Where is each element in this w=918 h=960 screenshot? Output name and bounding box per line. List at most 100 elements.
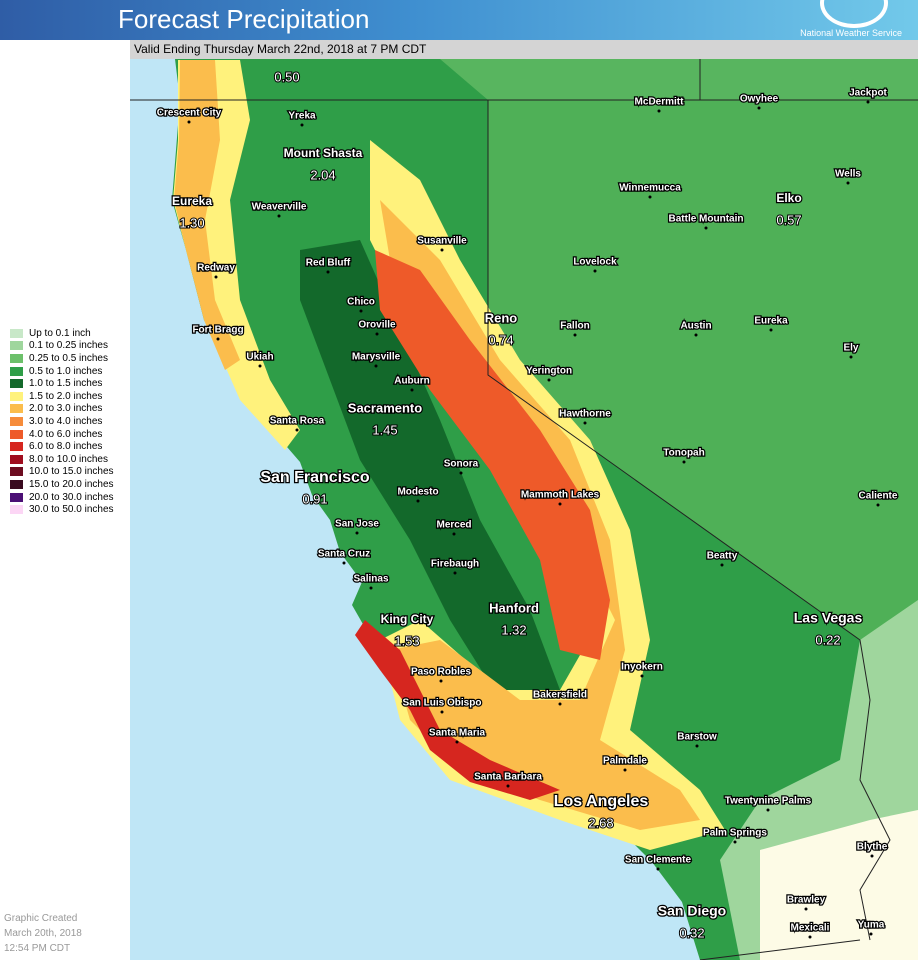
city-dot: [416, 499, 420, 503]
city-label: Wells: [835, 169, 861, 180]
city-label: Sacramento: [348, 400, 422, 415]
legend-item: 1.5 to 2.0 inches: [10, 390, 114, 403]
city-label: Lovelock: [573, 257, 617, 268]
city-label: Sonora: [444, 459, 479, 470]
legend-item: 15.0 to 20.0 inches: [10, 478, 114, 491]
precip-value: 1.32: [501, 622, 526, 637]
city-dot: [657, 109, 661, 113]
legend-label: 2.0 to 3.0 inches: [29, 403, 103, 415]
city-dot: [870, 854, 874, 858]
city-label: Mammoth Lakes: [521, 490, 600, 501]
title: Forecast Precipitation: [118, 4, 370, 34]
city-label: Battle Mountain: [669, 214, 744, 225]
legend-swatch: [10, 366, 23, 376]
city-dot: [295, 428, 299, 432]
city-dot: [804, 907, 808, 911]
city-label: Tonopah: [663, 448, 704, 459]
legend-swatch: [10, 467, 23, 477]
legend-label: 0.5 to 1.0 inches: [29, 365, 103, 377]
city-dot: [720, 563, 724, 567]
city-label: Firebaugh: [431, 559, 479, 570]
city-dot: [573, 333, 577, 337]
city-dot: [695, 744, 699, 748]
legend-swatch: [10, 391, 23, 401]
legend-item: Up to 0.1 inch: [10, 327, 114, 340]
legend-label: 4.0 to 6.0 inches: [29, 428, 103, 440]
city-label: Barstow: [677, 732, 717, 743]
city-dot: [648, 195, 652, 199]
footer: Graphic Created March 20th, 2018 12:54 PM …: [4, 911, 82, 956]
city-dot: [846, 181, 850, 185]
precip-value: 1.30: [179, 215, 204, 230]
legend-swatch: [10, 429, 23, 439]
city-label: McDermitt: [635, 97, 685, 108]
city-label: San Clemente: [625, 855, 692, 866]
city-dot: [583, 421, 587, 425]
city-dot: [452, 532, 456, 536]
city-label: Susanville: [417, 236, 467, 247]
city-dot: [808, 935, 812, 939]
legend-label: 0.25 to 0.5 inches: [29, 352, 108, 364]
city-label: Paso Robles: [411, 667, 471, 678]
city-label: Auburn: [394, 376, 430, 387]
city-label: Merced: [436, 520, 471, 531]
city-dot: [359, 309, 363, 313]
legend-label: 6.0 to 8.0 inches: [29, 441, 103, 453]
city-label: Ukiah: [246, 352, 273, 363]
valid-time: Valid Ending Thursday March 22nd, 2018 a…: [130, 40, 918, 59]
legend-label: 3.0 to 4.0 inches: [29, 415, 103, 427]
city-dot: [410, 388, 414, 392]
legend-item: 8.0 to 10.0 inches: [10, 453, 114, 466]
city-dot: [558, 702, 562, 706]
city-label: San Jose: [335, 519, 379, 530]
city-label: San Francisco: [260, 469, 370, 486]
city-label: Santa Barbara: [474, 772, 542, 783]
city-label: Chico: [347, 297, 375, 308]
city-label: Jackpot: [849, 88, 887, 99]
borders: [130, 59, 918, 960]
city-dot: [187, 120, 191, 124]
sierra-red: [375, 250, 610, 660]
city-label: Beatty: [707, 551, 738, 562]
city-label: Palm Springs: [703, 828, 767, 839]
footer-line: March 20th, 2018: [4, 928, 82, 939]
city-label: Winnemucca: [619, 183, 681, 194]
coast-red: [355, 620, 560, 800]
legend-item: 0.1 to 0.25 inches: [10, 340, 114, 353]
city-label: Palmdale: [603, 756, 647, 767]
city-dot: [375, 332, 379, 336]
legend-swatch: [10, 404, 23, 414]
agency: National Weather Service: [800, 28, 902, 38]
city-label: King City: [381, 612, 434, 626]
city-dot: [876, 503, 880, 507]
precip-value: 0.22: [815, 632, 840, 647]
city-label: Caliente: [859, 491, 898, 502]
city-label: Oroville: [358, 320, 396, 331]
city-label: Bakersfield: [533, 690, 587, 701]
city-label: Brawley: [787, 895, 826, 906]
city-label: Reno: [485, 310, 518, 325]
precip-value: 0.74: [488, 332, 513, 347]
city-dot: [369, 586, 373, 590]
city-label: Hawthorne: [559, 409, 611, 420]
city-label: San Luis Obispo: [403, 698, 482, 709]
city-label: Las Vegas: [794, 610, 863, 626]
precip-value: 2.04: [310, 167, 335, 182]
legend: Up to 0.1 inch 0.1 to 0.25 inches 0.25 to …: [10, 327, 114, 516]
footer-line: 12:54 PM CDT: [4, 943, 71, 954]
legend-swatch: [10, 416, 23, 426]
precip-value: 0.91: [302, 491, 327, 506]
city-label: Austin: [680, 321, 711, 332]
city-dot: [342, 561, 346, 565]
city-label: Weaverville: [252, 202, 307, 213]
oregon: [440, 59, 918, 100]
precip-value: 1.53: [394, 633, 419, 648]
legend-swatch: [10, 505, 23, 515]
legend-swatch: [10, 454, 23, 464]
city-dot: [656, 867, 660, 871]
city-label: Yreka: [288, 111, 316, 122]
map: 0.50 Crescent City Yreka Mount Shasta 2.04 Eu…: [130, 59, 918, 960]
legend-label: 1.5 to 2.0 inches: [29, 390, 103, 402]
city-dot: [547, 378, 551, 382]
city-label: San Diego: [658, 903, 726, 919]
